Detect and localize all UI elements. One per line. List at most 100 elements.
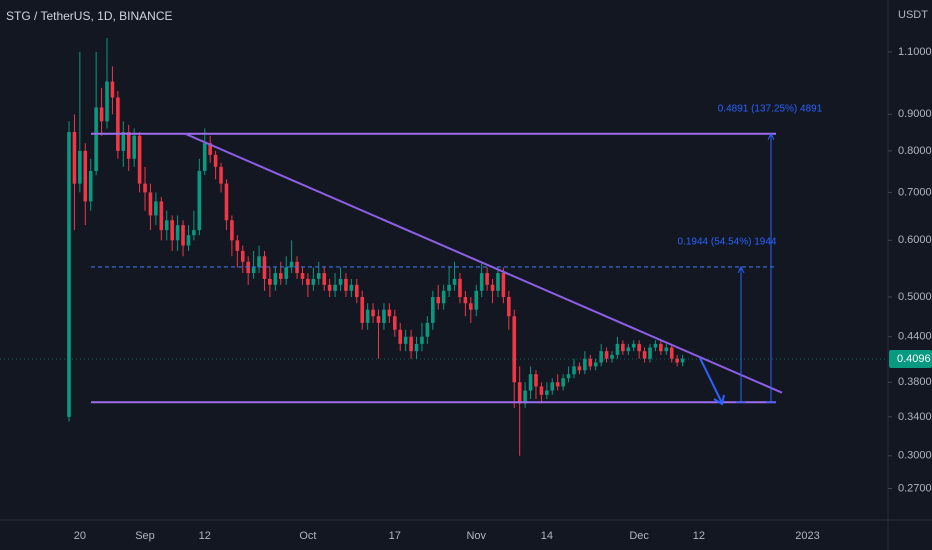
candle-body	[175, 225, 180, 241]
candle-body	[501, 273, 506, 297]
y-tick-label: 0.4400	[898, 331, 932, 343]
candle-body	[371, 309, 375, 317]
measure-label: 0.1944 (54.54%) 1944	[678, 237, 777, 248]
y-tick-label: 0.5000	[898, 291, 932, 303]
y-tick-label: 0.6000	[898, 234, 932, 246]
candle-body	[78, 150, 82, 184]
candle-body	[534, 374, 538, 387]
candle-body	[425, 322, 430, 337]
candle-body	[621, 343, 625, 352]
candle-body	[572, 366, 576, 375]
candle-body	[637, 343, 641, 352]
candle-body	[599, 351, 603, 363]
candle-body	[132, 135, 136, 159]
candle-body	[517, 382, 522, 404]
candle-body	[344, 278, 348, 291]
candle-body	[88, 170, 93, 202]
candle-body	[354, 284, 359, 297]
trendline	[184, 132, 783, 394]
candle-body	[164, 220, 169, 231]
candle-body	[208, 143, 212, 155]
candle-body	[604, 351, 609, 359]
candle-body	[463, 296, 468, 304]
candle-body	[626, 347, 631, 352]
candle-body	[251, 267, 256, 274]
candle-body	[583, 358, 587, 371]
candle-body	[420, 336, 424, 344]
measure-arrow	[767, 132, 775, 140]
candle-body	[485, 273, 489, 285]
candle-body	[322, 273, 327, 285]
candle-body	[593, 362, 598, 367]
projection-arrow	[699, 357, 725, 406]
candle-body	[235, 240, 240, 251]
candle-body	[192, 230, 196, 236]
y-tick-label: 0.9000	[898, 108, 932, 120]
candle-body	[219, 166, 223, 184]
candle-body	[94, 107, 98, 171]
candle-body	[284, 267, 288, 279]
candle-body	[278, 273, 283, 279]
candle-body	[610, 354, 614, 359]
candle-body	[300, 273, 305, 279]
candle-body	[512, 316, 517, 383]
candle-body	[577, 366, 582, 371]
candle-body	[230, 220, 234, 241]
candle-body	[186, 235, 191, 246]
candle-body	[376, 316, 381, 323]
candle-body	[268, 278, 272, 285]
y-unit: USDT	[898, 9, 928, 21]
candle-body	[273, 273, 278, 285]
last-price-label: 0.4096	[897, 353, 931, 365]
x-tick-label: Nov	[466, 530, 486, 542]
candle-body	[653, 343, 658, 348]
candle-body	[566, 374, 571, 379]
candle-body	[365, 309, 370, 323]
x-tick-label: 20	[74, 530, 86, 542]
candle-body	[170, 220, 174, 241]
candle-body	[148, 192, 153, 216]
candle-body	[154, 201, 158, 216]
candle-body	[490, 284, 495, 291]
candle-body	[126, 132, 131, 159]
x-tick-label: 14	[541, 530, 553, 542]
candle-body	[137, 135, 142, 184]
candle-body	[110, 81, 115, 98]
candle-body	[72, 132, 77, 184]
candle-body	[83, 150, 88, 202]
candle-body	[116, 97, 120, 151]
candle-body	[181, 225, 185, 246]
candle-body	[349, 284, 354, 291]
candle-body	[659, 343, 663, 352]
y-tick-label: 0.3000	[898, 450, 932, 462]
y-tick-label: 0.8000	[898, 145, 932, 157]
candle-body	[452, 278, 457, 285]
candle-body	[67, 132, 71, 417]
candle-body	[675, 358, 679, 363]
candle-body	[327, 284, 332, 291]
candle-body	[588, 358, 593, 367]
chart-title: STG / TetherUS, 1D, BINANCE	[6, 9, 173, 23]
candle-body	[441, 290, 446, 304]
x-tick-label: 12	[693, 530, 705, 542]
candle-body	[311, 278, 316, 285]
candle-body	[393, 316, 397, 330]
candle-body	[99, 107, 104, 122]
x-tick-label: 17	[389, 530, 401, 542]
candle-body	[202, 143, 207, 171]
candle-body	[360, 296, 365, 323]
candle-body	[224, 183, 229, 221]
candle-body	[414, 343, 419, 352]
y-tick-label: 0.3400	[898, 411, 932, 423]
candle-body	[469, 303, 473, 310]
candle-body	[338, 278, 343, 285]
candle-body	[458, 278, 462, 297]
candle-body	[289, 261, 294, 268]
candle-body	[409, 336, 413, 352]
candle-body	[479, 273, 484, 291]
candle-body	[615, 343, 620, 355]
candle-body	[403, 336, 408, 344]
candle-body	[642, 351, 647, 359]
